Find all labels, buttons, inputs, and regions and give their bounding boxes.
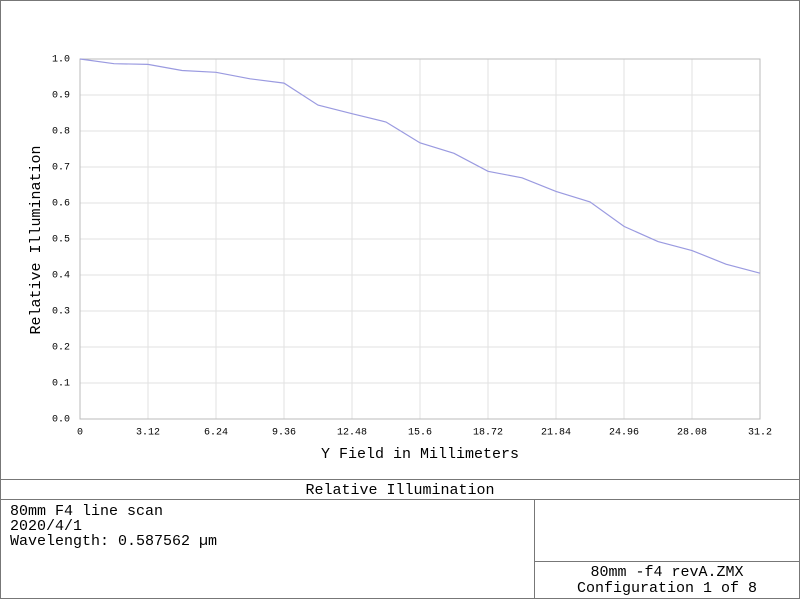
x-tick-label: 6.24 [204,428,228,439]
y-tick-label: 0.4 [52,271,70,282]
x-tick-label: 31.2 [748,428,772,439]
y-axis-label: Relative Illumination [28,145,45,334]
x-axis-label: Y Field in Millimeters [321,446,519,463]
data-line [79,58,761,274]
y-tick-label: 0.9 [52,91,70,102]
x-tick-label: 15.6 [408,428,432,439]
chart-title: Relative Illumination [305,482,494,499]
plot-frame [79,58,761,420]
x-tick-label: 3.12 [136,428,160,439]
y-tick-label: 0.6 [52,199,70,210]
y-tick-label: 0.2 [52,343,70,354]
x-tick-label: 21.84 [541,428,571,439]
y-tick-label: 0.5 [52,235,70,246]
y-tick-label: 0.1 [52,379,70,390]
x-tick-label: 18.72 [473,428,503,439]
y-tick-label: 0.3 [52,307,70,318]
info-line: Wavelength: 0.587562 µm [10,533,217,550]
info-line: 80mm F4 line scan [10,503,163,520]
x-tick-label: 24.96 [609,428,639,439]
config: Configuration 1 of 8 [577,580,757,597]
y-tick-label: 0.8 [52,127,70,138]
y-tick-label: 1.0 [52,55,70,66]
x-tick-label: 28.08 [677,428,707,439]
x-tick-label: 12.48 [337,428,367,439]
x-tick-label: 9.36 [272,428,296,439]
info-line: 2020/4/1 [10,518,82,535]
x-tick-label: 0 [77,428,83,439]
y-tick-label: 0.7 [52,163,70,174]
y-tick-label: 0.0 [52,415,70,426]
file-name: 80mm -f4 revA.ZMX [590,564,743,581]
